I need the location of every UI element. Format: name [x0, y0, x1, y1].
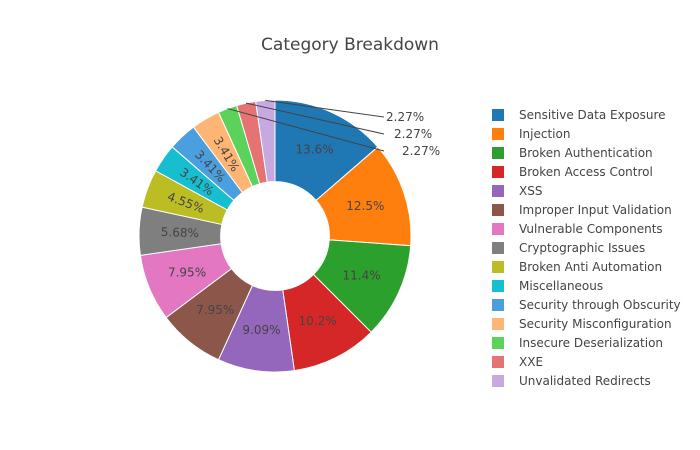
legend-swatch: [492, 337, 504, 349]
leader-line-unvalidated-redirects: [265, 99, 385, 118]
legend-swatch: [492, 223, 504, 235]
legend-swatch: [492, 166, 504, 178]
legend-label: Broken Access Control: [519, 165, 653, 179]
legend-swatch: [492, 356, 504, 368]
legend-item-broken-authentication[interactable]: Broken Authentication: [492, 146, 653, 160]
slice-label-xss: 9.09%: [242, 323, 280, 337]
legend-swatch: [492, 375, 504, 387]
legend-swatch: [492, 204, 504, 216]
legend-label: Sensitive Data Exposure: [519, 108, 666, 122]
legend-item-injection[interactable]: Injection: [492, 127, 570, 141]
legend-label: Miscellaneous: [519, 279, 603, 293]
slice-label-xxe: 2.27%: [394, 127, 432, 141]
legend-swatch: [492, 147, 504, 159]
legend-item-broken-access-control[interactable]: Broken Access Control: [492, 165, 653, 179]
legend-item-xss[interactable]: XSS: [492, 184, 542, 198]
legend: Sensitive Data Exposure Injection Broken A…: [492, 108, 681, 388]
legend-item-miscellaneous[interactable]: Miscellaneous: [492, 279, 603, 293]
legend-label: Insecure Deserialization: [519, 336, 663, 350]
slice-label-injection: 12.5%: [346, 199, 384, 213]
legend-label: Improper Input Validation: [519, 203, 672, 217]
legend-item-insecure-deserialization[interactable]: Insecure Deserialization: [492, 336, 663, 350]
legend-label: Vulnerable Components: [519, 222, 663, 236]
legend-swatch: [492, 128, 504, 140]
legend-swatch: [492, 109, 504, 121]
slice-label-unvalidated-redirects: 2.27%: [386, 110, 424, 124]
slice-label-broken-authentication: 11.4%: [343, 269, 381, 283]
legend-item-security-through-obscurity[interactable]: Security through Obscurity: [492, 298, 681, 312]
legend-swatch: [492, 280, 504, 292]
leader-line-xxe: [245, 102, 385, 135]
legend-label: Unvalidated Redirects: [519, 374, 651, 388]
legend-swatch: [492, 185, 504, 197]
legend-label: Injection: [519, 127, 570, 141]
legend-swatch: [492, 242, 504, 254]
legend-label: Security Misconfiguration: [519, 317, 672, 331]
slice-label-vulnerable-components: 7.95%: [168, 265, 206, 279]
chart-title: Category Breakdown: [261, 35, 439, 55]
legend-label: Security through Obscurity: [519, 298, 681, 312]
slice-label-insecure-deserialization: 2.27%: [402, 144, 440, 158]
legend-item-unvalidated-redirects[interactable]: Unvalidated Redirects: [492, 374, 651, 388]
legend-label: Broken Anti Automation: [519, 260, 662, 274]
leader-line-insecure-deserialization: [227, 108, 385, 152]
legend-swatch: [492, 261, 504, 273]
legend-item-broken-anti-automation[interactable]: Broken Anti Automation: [492, 260, 662, 274]
legend-item-cryptographic-issues[interactable]: Cryptographic Issues: [492, 241, 645, 255]
legend-label: XSS: [519, 184, 542, 198]
legend-label: XXE: [519, 355, 543, 369]
legend-swatch: [492, 318, 504, 330]
pie-slices: [138, 99, 412, 373]
slice-label-improper-input-validation: 7.95%: [196, 303, 234, 317]
legend-label: Cryptographic Issues: [519, 241, 645, 255]
legend-swatch: [492, 299, 504, 311]
legend-label: Broken Authentication: [519, 146, 653, 160]
slice-label-broken-access-control: 10.2%: [299, 314, 337, 328]
slice-label-sensitive-data-exposure: 13.6%: [295, 142, 333, 156]
legend-item-vulnerable-components[interactable]: Vulnerable Components: [492, 222, 663, 236]
legend-item-xxe[interactable]: XXE: [492, 355, 543, 369]
legend-item-improper-input-validation[interactable]: Improper Input Validation: [492, 203, 672, 217]
legend-item-security-misconfiguration[interactable]: Security Misconfiguration: [492, 317, 672, 331]
legend-item-sensitive-data-exposure[interactable]: Sensitive Data Exposure: [492, 108, 666, 122]
slice-label-cryptographic-issues: 5.68%: [161, 225, 200, 240]
